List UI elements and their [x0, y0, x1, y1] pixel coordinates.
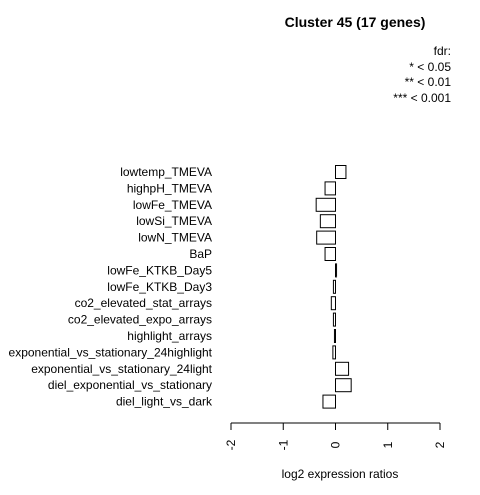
- category-label: lowFe_TMEVA: [133, 198, 212, 212]
- x-tick-label: -2: [224, 439, 238, 450]
- legend-title: fdr:: [434, 44, 451, 58]
- category-label: diel_light_vs_dark: [116, 395, 213, 409]
- category-label: lowFe_KTKB_Day5: [107, 263, 212, 277]
- bar-BaP: [324, 247, 336, 261]
- x-axis: -2 -1 0 1 2: [224, 422, 447, 450]
- category-label: diel_exponential_vs_stationary: [48, 378, 212, 392]
- category-label: co2_elevated_expo_arrays: [68, 313, 212, 327]
- bar-highlight_arrays: [333, 329, 336, 343]
- chart-title: Cluster 45 (17 genes): [285, 14, 426, 30]
- x-tick-label: 0: [329, 441, 343, 448]
- category-label: highlight_arrays: [127, 329, 212, 343]
- bar-lowN_TMEVA: [316, 230, 337, 245]
- legend-entry-1: * < 0.05: [409, 60, 451, 74]
- category-label: lowN_TMEVA: [138, 231, 212, 245]
- category-label: lowSi_TMEVA: [136, 214, 212, 228]
- bars: [315, 165, 352, 409]
- bar-co2_elevated_stat_arrays: [330, 296, 337, 311]
- category-label: exponential_vs_stationary_24light: [31, 362, 212, 376]
- bar-co2_elevated_expo_arrays: [332, 312, 337, 327]
- x-axis-label: log2 expression ratios: [282, 467, 399, 481]
- legend-entry-3: *** < 0.001: [393, 91, 451, 105]
- category-labels: lowtemp_TMEVA highpH_TMEVA lowFe_TMEVA lowS…: [9, 165, 213, 409]
- category-label: exponential_vs_stationary_24highlight: [9, 345, 213, 359]
- legend: fdr: * < 0.05 ** < 0.01 *** < 0.001: [393, 44, 451, 105]
- bar-lowFe_KTKB_Day5: [335, 263, 338, 278]
- category-label: lowFe_KTKB_Day3: [107, 280, 212, 294]
- bar-exponential_vs_stationary_24highlight: [332, 345, 337, 360]
- bar-exponential_vs_stationary_24light: [335, 361, 350, 376]
- bar-highpH_TMEVA: [324, 181, 336, 196]
- category-label: co2_elevated_stat_arrays: [75, 296, 212, 310]
- x-tick-label: 1: [381, 441, 395, 448]
- category-label: highpH_TMEVA: [127, 181, 212, 195]
- category-label: BaP: [189, 247, 212, 261]
- bar-lowSi_TMEVA: [319, 214, 337, 229]
- bar-diel_light_vs_dark: [322, 394, 336, 409]
- x-tick-label: 2: [433, 441, 447, 448]
- bar-lowFe_KTKB_Day3: [332, 279, 337, 294]
- legend-entry-2: ** < 0.01: [405, 75, 452, 89]
- bar-lowtemp_TMEVA: [335, 165, 347, 179]
- x-tick-label: -1: [276, 439, 290, 450]
- bar-diel_exponential_vs_stationary: [335, 378, 352, 393]
- category-label: lowtemp_TMEVA: [120, 165, 212, 179]
- bar-lowFe_TMEVA: [315, 197, 337, 212]
